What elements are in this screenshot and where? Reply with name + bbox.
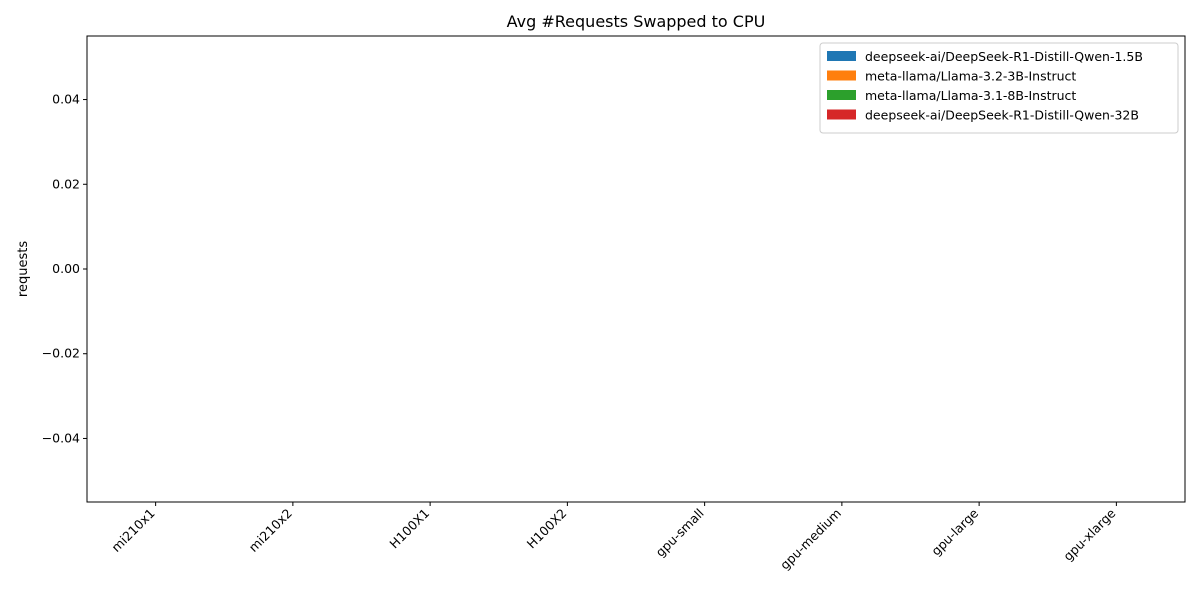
y-axis-label: requests — [16, 241, 31, 297]
x-tick-label: gpu-small — [653, 506, 707, 560]
y-tick-label: −0.02 — [42, 346, 80, 361]
legend-label: meta-llama/Llama-3.2-3B-Instruct — [865, 69, 1076, 84]
x-tick-label: gpu-medium — [777, 506, 844, 573]
axis-ticks: −0.04 −0.02 0.00 0.02 0.04 mi210x1 mi210x2 H100… — [42, 92, 1119, 573]
chart-title: Avg #Requests Swapped to CPU — [507, 12, 766, 31]
legend-swatch — [827, 51, 856, 61]
legend-swatch — [827, 109, 856, 120]
x-tick-label: gpu-xlarge — [1060, 505, 1118, 563]
y-tick-label: 0.00 — [52, 261, 80, 276]
legend-label: meta-llama/Llama-3.1-8B-Instruct — [865, 88, 1076, 103]
legend: deepseek-ai/DeepSeek-R1-Distill-Qwen-1.5… — [819, 42, 1179, 134]
x-tick-label: mi210x2 — [246, 506, 295, 555]
y-tick-label: 0.04 — [52, 92, 80, 107]
legend-label: deepseek-ai/DeepSeek-R1-Distill-Qwen-32B — [865, 108, 1139, 123]
x-tick-label: gpu-large — [928, 505, 981, 558]
legend-swatch — [827, 70, 856, 81]
y-tick-label: 0.02 — [52, 176, 80, 191]
x-tick-label: H100X2 — [524, 506, 570, 552]
y-tick-label: −0.04 — [42, 430, 80, 445]
legend-box — [819, 42, 1179, 134]
x-tick-label: H100X1 — [386, 506, 432, 552]
legend-swatch — [827, 90, 856, 100]
x-tick-label: mi210x1 — [108, 506, 157, 555]
legend-label: deepseek-ai/DeepSeek-R1-Distill-Qwen-1.5… — [865, 49, 1143, 64]
